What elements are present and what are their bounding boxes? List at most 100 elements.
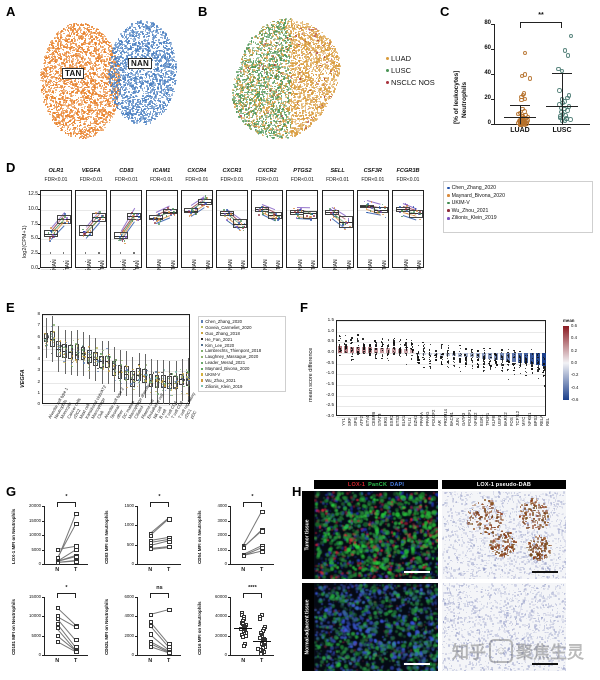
- umap-point: [144, 118, 146, 120]
- umap-point: [144, 101, 146, 103]
- umap-point: [139, 122, 141, 124]
- umap-point: [137, 45, 139, 47]
- umap-point: [75, 135, 77, 137]
- umap-point: [90, 76, 92, 78]
- umap-point: [146, 85, 148, 87]
- umap-point: [93, 28, 95, 30]
- umap-point: [73, 38, 75, 40]
- umap-point: [93, 97, 95, 99]
- umap-point: [131, 52, 133, 54]
- umap-point: [65, 29, 67, 31]
- umap-point: [42, 80, 44, 82]
- umap-point: [48, 62, 50, 64]
- umap-point: [130, 82, 132, 84]
- umap-point: [139, 43, 141, 45]
- umap-point: [167, 104, 169, 106]
- umap-point: [103, 75, 105, 77]
- umap-point: [129, 27, 131, 29]
- umap-point: [53, 47, 55, 49]
- umap-point: [147, 121, 149, 123]
- umap-point: [65, 115, 67, 117]
- umap-point: [72, 52, 74, 54]
- umap-point: [97, 116, 99, 118]
- umap-point: [102, 129, 104, 131]
- umap-point: [139, 22, 141, 24]
- umap-point: [161, 114, 163, 116]
- umap-point: [52, 119, 54, 121]
- umap-point: [133, 120, 135, 122]
- umap-point: [53, 68, 55, 70]
- umap-point: [70, 50, 72, 52]
- umap-point: [68, 52, 70, 54]
- umap-point: [86, 54, 88, 56]
- umap-point: [102, 46, 104, 48]
- umap-point: [113, 86, 115, 88]
- umap-point: [120, 47, 122, 49]
- umap-point: [47, 94, 49, 96]
- umap-point: [142, 48, 144, 50]
- umap-point: [159, 59, 161, 61]
- umap-point: [76, 62, 78, 64]
- umap-point: [70, 95, 72, 97]
- umap-point: [168, 82, 170, 84]
- umap-point: [75, 64, 77, 66]
- umap-point: [66, 40, 68, 42]
- umap-point: [67, 91, 69, 93]
- umap-point: [88, 62, 90, 64]
- umap-point: [40, 74, 42, 76]
- umap-point: [104, 45, 106, 47]
- umap-point: [70, 128, 72, 130]
- umap-point: [122, 36, 124, 38]
- umap-point: [45, 91, 47, 93]
- umap-point: [71, 81, 73, 83]
- umap-point: [171, 98, 173, 100]
- umap-point: [70, 28, 72, 30]
- umap-point: [81, 101, 83, 103]
- umap-point: [172, 85, 174, 87]
- umap-point: [96, 83, 98, 85]
- umap-point: [160, 85, 162, 87]
- umap-point: [137, 73, 139, 75]
- umap-point: [73, 132, 75, 134]
- umap-point: [154, 27, 156, 29]
- umap-point: [165, 103, 167, 105]
- umap-point: [109, 82, 111, 84]
- umap-point: [176, 68, 178, 70]
- umap-point: [73, 50, 75, 52]
- umap-point: [171, 57, 173, 59]
- umap-point: [66, 111, 68, 113]
- umap-point: [59, 123, 61, 125]
- umap-point: [67, 127, 69, 129]
- umap-point: [124, 79, 126, 81]
- umap-point: [59, 98, 61, 100]
- umap-point: [145, 91, 147, 93]
- umap-point: [146, 40, 148, 42]
- umap-point: [91, 29, 93, 31]
- umap-point: [52, 114, 54, 116]
- umap-point: [105, 104, 107, 106]
- umap-point: [101, 43, 103, 45]
- umap-point: [148, 43, 150, 45]
- umap-point: [156, 97, 158, 99]
- umap-point: [71, 111, 73, 113]
- umap-point: [132, 32, 134, 34]
- umap-point: [124, 117, 126, 119]
- umap-point: [159, 100, 161, 102]
- umap-point: [154, 85, 156, 87]
- umap-point: [96, 46, 98, 48]
- umap-point: [97, 129, 99, 131]
- umap-point: [156, 103, 158, 105]
- umap-point: [102, 108, 104, 110]
- umap-point: [50, 65, 52, 67]
- umap-point: [117, 87, 119, 89]
- umap-point: [65, 90, 67, 92]
- umap-point: [45, 81, 47, 83]
- umap-point: [104, 127, 106, 129]
- umap-point: [170, 77, 172, 79]
- umap-point: [72, 29, 74, 31]
- umap-point: [90, 96, 92, 98]
- umap-point: [129, 110, 131, 112]
- umap-point: [63, 33, 65, 35]
- umap-point: [50, 85, 52, 87]
- umap-point: [49, 54, 51, 56]
